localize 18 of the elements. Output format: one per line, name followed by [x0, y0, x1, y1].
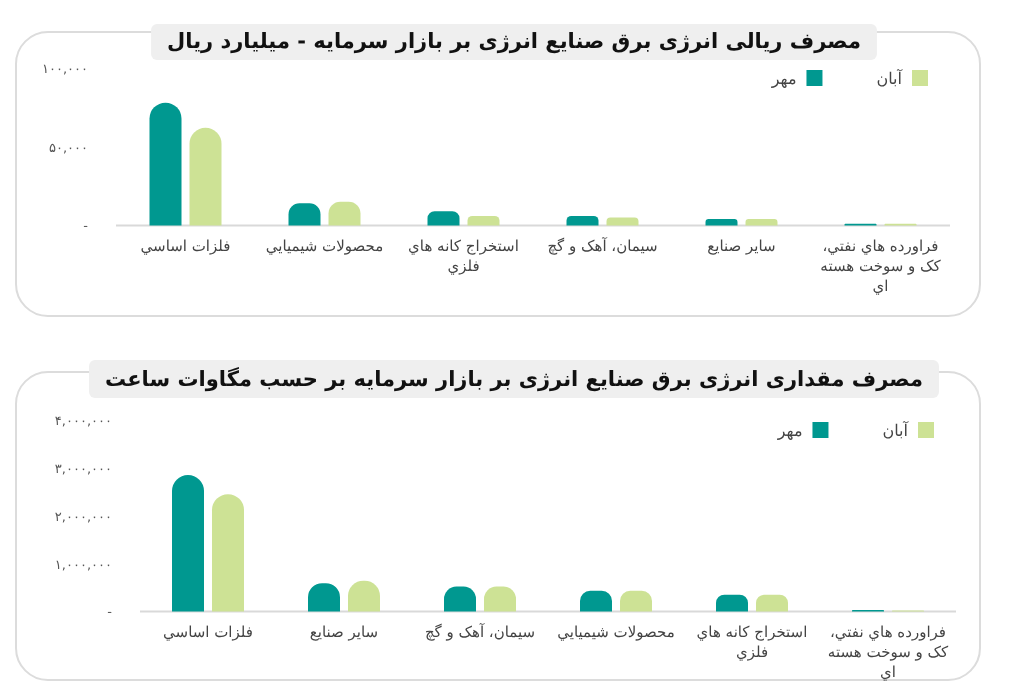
bar — [427, 211, 460, 226]
chart-title: مصرف ریالی انرژی برق صنایع انرژی بر بازار سرمایه - میلیارد ریال — [167, 30, 861, 54]
chart-title: مصرف مقداری انرژی برق صنایع انرژی بر بازار سرمایه بر حسب مگاوات ساعت — [105, 366, 923, 392]
legend-label: مهر — [775, 422, 803, 440]
bar — [606, 217, 639, 226]
bar — [705, 219, 738, 226]
bar — [149, 102, 182, 226]
bar — [756, 594, 788, 612]
bar — [716, 594, 748, 612]
bar — [566, 215, 599, 226]
bar — [467, 215, 500, 226]
bar — [172, 475, 204, 612]
legend-label: آبان — [876, 68, 904, 88]
bar — [745, 219, 778, 226]
legend-label: آبان — [882, 420, 910, 440]
bar — [189, 127, 222, 226]
legend-label: مهر — [769, 70, 797, 88]
bar — [212, 494, 244, 612]
